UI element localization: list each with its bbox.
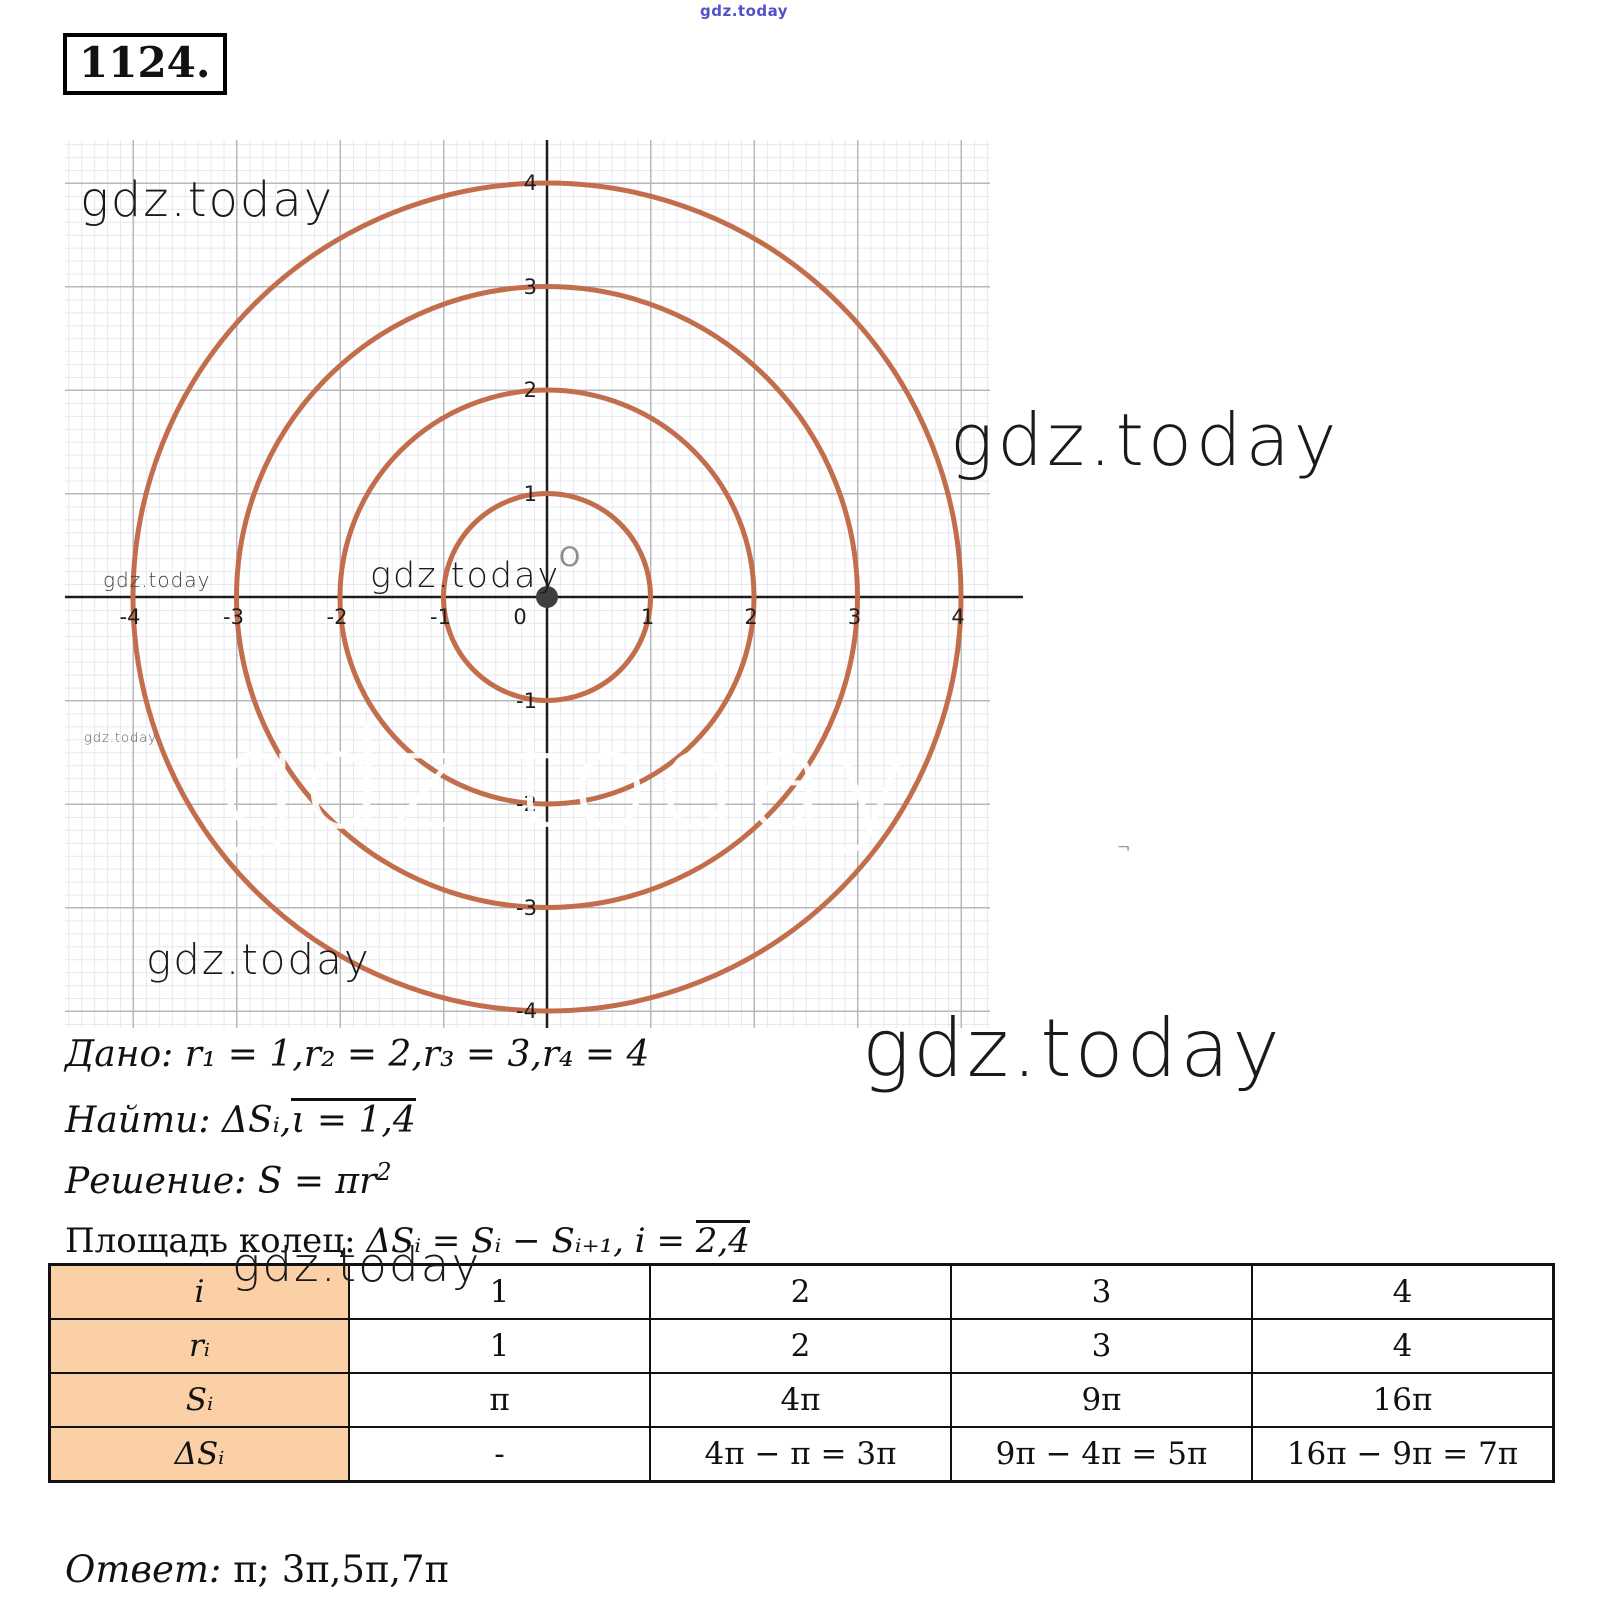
table-cell: 16π − 9π = 7π (1251, 1426, 1555, 1483)
watermark-table-overlay: gdz.today (232, 1238, 482, 1293)
y-tick-label: -2 (516, 792, 537, 816)
solve-line: Решение: S = πr2 (65, 1158, 392, 1202)
table-cell: 1 (348, 1263, 651, 1320)
table-cell: 4 (1251, 1263, 1555, 1320)
table-cell: 9π (950, 1372, 1253, 1428)
exponent: 2 (376, 1158, 392, 1186)
solve-formula: S = πr2 (257, 1158, 392, 1202)
ring-area-line: Площадь колец: ΔSᵢ = Sᵢ − Sᵢ₊₁, i = 2,4 (65, 1220, 750, 1261)
table-cell: π (348, 1372, 651, 1428)
x-tick-label: 3 (847, 605, 862, 629)
table-cell: 2 (649, 1263, 952, 1320)
row-header-cell: Sᵢ (48, 1372, 350, 1428)
answer-label: Ответ: (65, 1548, 222, 1591)
row-header-cell: i (48, 1263, 350, 1320)
watermark-top: gdz.today (700, 2, 789, 20)
watermark-right-large: gdz.today (950, 398, 1341, 482)
x-tick-label: -2 (326, 605, 348, 629)
area-formula: ΔSᵢ = Sᵢ − Sᵢ₊₁, i = (366, 1221, 696, 1261)
watermark-axis-small: gdz.today (103, 568, 211, 592)
table-row: Sᵢ π 4π 9π 16π (48, 1372, 1555, 1428)
watermark-white-overlay: gdz.today (215, 702, 916, 859)
row-header-cell: rᵢ (48, 1318, 350, 1374)
stray-mark: ¬ (1117, 838, 1133, 857)
table-cell: 16π (1251, 1372, 1555, 1428)
watermark-bottom-left: gdz.today (146, 935, 371, 984)
circle-radius-3 (234, 284, 860, 910)
problem-number: 1124. (63, 33, 227, 95)
given-formula: r₁ = 1,r₂ = 2,r₃ = 3,r₄ = 4 (184, 1034, 650, 1075)
table-cell: 3 (950, 1263, 1253, 1320)
x-tick-label: -4 (119, 605, 141, 629)
origin-dot (536, 586, 558, 608)
watermark-near-origin: gdz.today (370, 556, 561, 596)
y-tick-label: -3 (516, 895, 537, 920)
find-label: Найти: (65, 1100, 211, 1141)
answer-value: π; 3π,5π,7π (233, 1548, 449, 1591)
y-tick-label: 3 (523, 274, 537, 299)
x-tick-label: 4 (951, 605, 965, 629)
row-header-cell: ΔSᵢ (48, 1426, 350, 1483)
watermark-tiny-left: gdz.today (84, 731, 157, 746)
given-label: Дано: (65, 1034, 174, 1075)
y-tick-label: 4 (523, 171, 537, 195)
answer-line: Ответ: π; 3π,5π,7π (65, 1548, 449, 1591)
table-row: ΔSᵢ - 4π − π = 3π 9π − 4π = 5π 16π − 9π … (48, 1426, 1555, 1483)
y-tick-label: -1 (516, 688, 537, 713)
area-label: Площадь колец: (65, 1221, 356, 1261)
y-tick-label: 1 (523, 481, 537, 506)
find-formula: ΔSᵢ, (221, 1100, 292, 1141)
given-line: Дано: r₁ = 1,r₂ = 2,r₃ = 3,r₄ = 4 (65, 1034, 649, 1075)
y-tick-label: 2 (523, 378, 537, 402)
solve-label: Решение: (65, 1161, 247, 1202)
x-tick-label: 1 (640, 605, 655, 629)
x-tick-label: -1 (430, 605, 451, 629)
x-tick-label: 2 (744, 605, 758, 629)
area-overline: 2,4 (695, 1220, 750, 1261)
watermark-graph-top-left: gdz.today (80, 172, 335, 228)
table-cell: 4π − π = 3π (649, 1426, 952, 1483)
table-cell: 9π − 4π = 5π (950, 1426, 1253, 1483)
table-cell: 1 (348, 1318, 651, 1374)
watermark-bottom-right-large: gdz.today (862, 1002, 1283, 1095)
y-tick-label: -4 (516, 999, 537, 1023)
x-tick-label: 0 (513, 605, 527, 629)
x-tick-label: -3 (223, 605, 244, 629)
table-cell: 4π (649, 1372, 952, 1428)
solution-table: i 1 2 3 4 rᵢ 1 2 3 4 Sᵢ π 4π 9π 16π ΔSᵢ … (48, 1263, 1555, 1483)
find-line: Найти: ΔSᵢ,ι = 1,4 (65, 1098, 416, 1141)
table-cell: - (348, 1426, 651, 1483)
table-row: i 1 2 3 4 (48, 1263, 1555, 1320)
table-row: rᵢ 1 2 3 4 (48, 1318, 1555, 1374)
circle-radius-4 (130, 180, 964, 1014)
coordinate-plane-figure: -4 -3 -2 -1 0 1 2 3 4 4 3 2 1 -1 -2 -3 -4 O gdz.today (65, 140, 1025, 1030)
find-overline: ι = 1,4 (291, 1098, 416, 1141)
table-cell: 3 (950, 1318, 1253, 1374)
circle-radius-1 (441, 491, 653, 703)
table-cell: 4 (1251, 1318, 1555, 1374)
table-cell: 2 (649, 1318, 952, 1374)
origin-label: O (559, 542, 581, 573)
circles-plot (65, 140, 1023, 1028)
circle-radius-2 (337, 387, 757, 807)
